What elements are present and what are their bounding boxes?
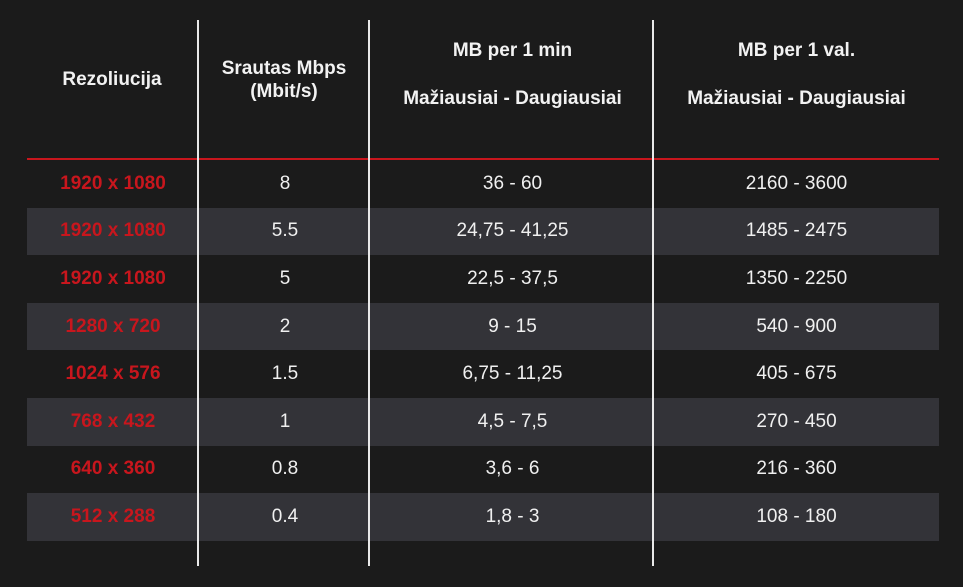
resolution-cell: 768 x 432 <box>70 410 156 432</box>
per-hour-cell: 108 - 180 <box>756 505 837 527</box>
column-divider <box>197 20 199 566</box>
per-hour-cell: 540 - 900 <box>756 315 837 337</box>
per-hour-cell: 1350 - 2250 <box>745 267 848 289</box>
per-hour-cell: 405 - 675 <box>756 363 837 385</box>
header-per-hour-title: MB per 1 val. <box>737 40 856 61</box>
resolution-cell: 1024 x 576 <box>65 363 161 385</box>
resolution-cell: 1920 x 1080 <box>60 220 166 242</box>
resolution-cell: 1920 x 1080 <box>60 267 166 289</box>
resolution-cell: 512 x 288 <box>70 505 156 527</box>
bitrate-cell: 0.4 <box>271 505 299 527</box>
header-bitrate-line1: Srautas Mbps <box>221 58 347 79</box>
header-per-minute-title: MB per 1 min <box>452 40 573 61</box>
resolution-cell: 640 x 360 <box>70 458 156 480</box>
per-minute-cell: 3,6 - 6 <box>485 458 540 480</box>
per-minute-cell: 6,75 - 11,25 <box>462 363 563 385</box>
per-hour-cell: 216 - 360 <box>756 458 837 480</box>
header-per-hour-range: Mažiausiai - Daugiausiai <box>687 88 906 109</box>
header-per-hour: MB per 1 val. Mažiausiai - Daugiausiai <box>654 0 939 158</box>
per-minute-cell: 24,75 - 41,25 <box>456 220 569 242</box>
bitrate-cell: 1.5 <box>271 363 299 385</box>
per-minute-cell: 1,8 - 3 <box>485 505 540 527</box>
bitrate-cell: 1 <box>279 410 291 432</box>
column-divider <box>368 20 370 566</box>
header-separator <box>27 158 939 160</box>
resolution-cell: 1920 x 1080 <box>60 172 166 194</box>
header-resolution: Rezoliucija <box>27 0 197 158</box>
per-minute-cell: 4,5 - 7,5 <box>477 410 548 432</box>
per-minute-cell: 22,5 - 37,5 <box>467 267 558 289</box>
per-hour-cell: 1485 - 2475 <box>745 220 848 242</box>
header-per-minute-range: Mažiausiai - Daugiausiai <box>403 88 622 109</box>
header-resolution-label: Rezoliucija <box>62 69 162 90</box>
per-minute-cell: 9 - 15 <box>488 315 537 337</box>
table-body: 1920 x 1080 8 36 - 60 2160 - 3600 1920 x… <box>27 160 939 541</box>
table-row: 1280 x 720 2 9 - 15 540 - 900 <box>27 302 939 351</box>
table-header: Rezoliucija Srautas Mbps (Mbit/s) MB per… <box>27 0 939 158</box>
bitrate-cell: 2 <box>279 315 291 337</box>
table-row: 1024 x 576 1.5 6,75 - 11,25 405 - 675 <box>27 350 939 398</box>
bitrate-cell: 5 <box>279 267 291 289</box>
per-minute-cell: 36 - 60 <box>482 172 543 194</box>
table-row: 768 x 432 1 4,5 - 7,5 270 - 450 <box>27 397 939 446</box>
table-row: 512 x 288 0.4 1,8 - 3 108 - 180 <box>27 493 939 541</box>
table-row: 640 x 360 0.8 3,6 - 6 216 - 360 <box>27 446 939 494</box>
bitrate-cell: 8 <box>279 172 291 194</box>
per-hour-cell: 270 - 450 <box>756 410 837 432</box>
header-bitrate: Srautas Mbps (Mbit/s) <box>199 0 369 158</box>
table-row: 1920 x 1080 5 22,5 - 37,5 1350 - 2250 <box>27 255 939 303</box>
table-row: 1920 x 1080 8 36 - 60 2160 - 3600 <box>27 160 939 208</box>
column-divider <box>652 20 654 566</box>
per-hour-cell: 2160 - 3600 <box>745 172 848 194</box>
header-bitrate-line2: (Mbit/s) <box>250 81 318 102</box>
bitrate-cell: 0.8 <box>271 458 299 480</box>
table-row: 1920 x 1080 5.5 24,75 - 41,25 1485 - 247… <box>27 207 939 256</box>
bitrate-cell: 5.5 <box>271 220 299 242</box>
header-per-minute: MB per 1 min Mažiausiai - Daugiausiai <box>371 0 654 158</box>
resolution-cell: 1280 x 720 <box>65 315 161 337</box>
